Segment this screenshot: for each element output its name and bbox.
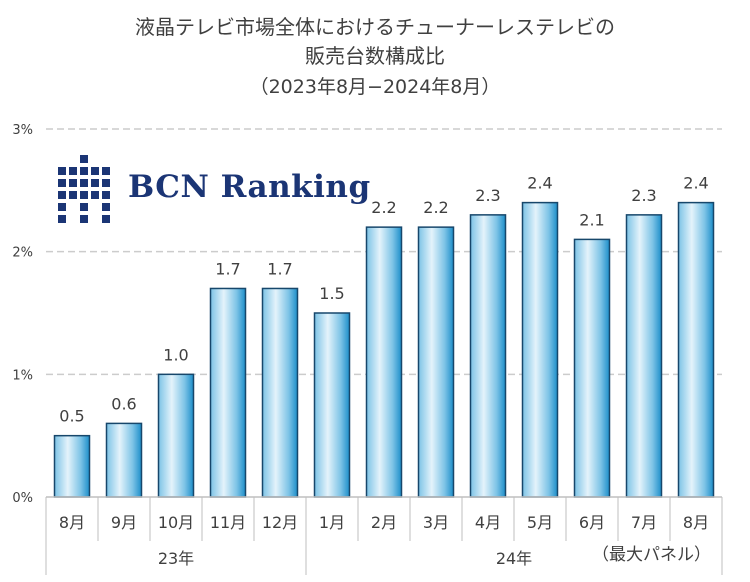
bar (157, 373, 195, 498)
chart-title-line3: （2023年8月−2024年8月） (249, 76, 501, 98)
x-tick-label: 7月 (631, 513, 657, 532)
y-tick-label: 2% (12, 246, 33, 261)
logo-text: BCN Ranking (128, 169, 371, 205)
x-tick-label: 5月 (527, 513, 553, 532)
y-tick-label: 1% (12, 368, 33, 383)
x-tick-label: 2月 (371, 513, 397, 532)
data-label: 2.3 (631, 186, 656, 205)
bar (209, 287, 247, 498)
group-label: 23年 (158, 549, 194, 568)
x-axis: 8月 9月 10月 11月 12月 1月 2月 3月 4月 5月 6月 7月 8月 23年 24年 (45, 496, 723, 575)
x-tick-label: 12月 (262, 513, 298, 532)
x-tick-label: 6月 (579, 513, 605, 532)
bar (417, 226, 455, 498)
data-label: 0.5 (59, 407, 84, 426)
data-labels: 0.5 0.6 1.0 1.7 1.7 1.5 2.2 2.2 2.3 2.4 2.1 2.3 2.4 (59, 174, 708, 426)
bcn-ranking-logo: BCN Ranking (58, 155, 370, 227)
y-tick-label: 3% (12, 123, 33, 138)
data-label: 2.4 (527, 174, 552, 193)
x-tick-label: 8月 (683, 513, 709, 532)
bar (53, 434, 91, 498)
bar (365, 226, 403, 498)
x-tick-label: 8月 (59, 513, 85, 532)
data-label: 1.5 (319, 284, 344, 303)
bar (625, 214, 663, 498)
y-axis-ticks: 0% 1% 2% 3% (12, 123, 33, 506)
data-label: 2.1 (579, 210, 604, 229)
bar (469, 214, 507, 498)
x-tick-label: 1月 (319, 513, 345, 532)
data-label: 1.0 (163, 345, 188, 364)
x-tick-label: 4月 (475, 513, 501, 532)
group-label: 24年 (496, 549, 532, 568)
chart-title-line1: 液晶テレビ市場全体におけるチューナーレステレビの (135, 15, 615, 39)
bar (105, 422, 143, 498)
panel-note: （最大パネル） (592, 545, 711, 565)
chart-title-line2: 販売台数構成比 (305, 44, 445, 68)
x-tick-label: 11月 (210, 513, 246, 532)
bars (53, 201, 715, 498)
bar (313, 312, 351, 498)
data-label: 2.4 (683, 174, 708, 193)
data-label: 1.7 (215, 259, 240, 278)
bar (573, 238, 611, 498)
data-label: 2.3 (475, 186, 500, 205)
data-label: 2.2 (371, 198, 396, 217)
data-label: 0.6 (111, 394, 136, 413)
y-tick-label: 0% (12, 491, 33, 506)
bar (677, 201, 715, 498)
data-label: 2.2 (423, 198, 448, 217)
bar (521, 201, 559, 498)
x-tick-label: 10月 (158, 513, 194, 532)
bar (261, 287, 299, 498)
data-label: 1.7 (267, 259, 292, 278)
x-tick-label: 3月 (423, 513, 449, 532)
x-tick-label: 9月 (111, 513, 137, 532)
bcn-logo-icon (58, 155, 110, 223)
